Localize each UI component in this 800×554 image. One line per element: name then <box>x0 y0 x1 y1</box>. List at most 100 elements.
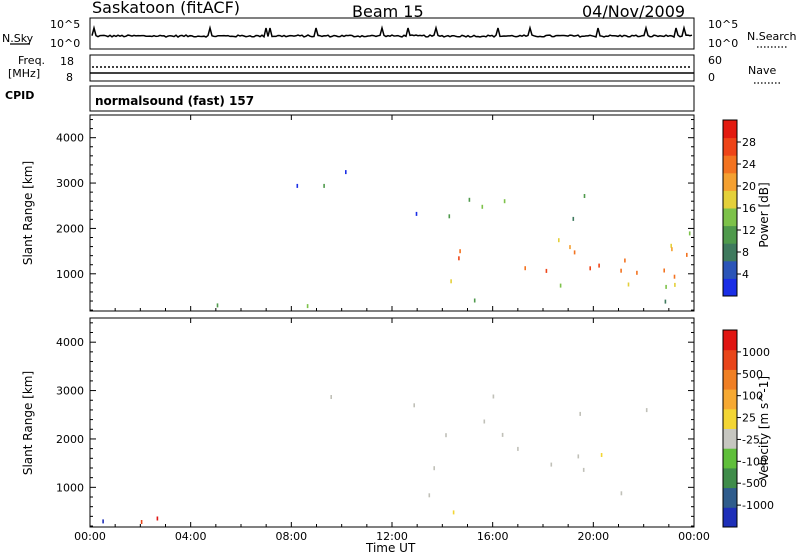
y-tick-label: 1000 <box>56 268 84 281</box>
scatter-cell <box>665 284 667 289</box>
scatter-cell <box>636 270 638 275</box>
freq-left-tick-high: 18 <box>60 55 74 68</box>
noise-search-label: N.Search <box>747 30 797 43</box>
freq-left-tick-low: 8 <box>66 71 73 84</box>
x-tick-label: 08:00 <box>275 530 307 543</box>
noise-panel: N.Sky 10^5 10^0 10^5 10^0 N.Search <box>2 17 797 50</box>
power-scatter-layer <box>216 170 691 309</box>
scatter-cell <box>624 258 626 263</box>
scatter-cell <box>459 249 461 254</box>
scatter-cell <box>501 432 504 437</box>
velocity-panel-frame <box>89 317 695 528</box>
scatter-cell <box>600 453 603 457</box>
y-tick-label: 4000 <box>56 132 84 145</box>
x-tick-label: 00:00 <box>74 530 106 543</box>
colorbar-swatch <box>723 155 737 174</box>
scatter-cell <box>664 299 667 304</box>
x-tick-label: 04:00 <box>175 530 207 543</box>
power-y-label: Slant Range [km] <box>21 161 35 265</box>
x-tick-label: 16:00 <box>477 530 509 543</box>
scatter-cell <box>481 204 484 209</box>
velocity-y-label: Slant Range [km] <box>21 371 35 475</box>
scatter-cell <box>296 183 299 188</box>
scatter-cell <box>458 256 460 261</box>
scatter-cell <box>503 199 506 204</box>
scatter-cell <box>102 519 104 524</box>
scatter-cell <box>583 194 586 198</box>
x-axis-label: Time UT <box>365 541 416 554</box>
colorbar-swatch <box>723 448 737 469</box>
scatter-cell <box>620 491 623 496</box>
noise-left-tick-high: 10^5 <box>50 18 80 31</box>
scatter-cell <box>450 279 452 284</box>
velocity-y-axis: 1000 2000 3000 4000 <box>56 322 694 527</box>
colorbar-tick-label: 25 <box>742 412 756 425</box>
colorbar-swatch <box>723 190 737 209</box>
colorbar-tick-label: 8 <box>742 246 749 259</box>
velocity-scatter-layer <box>102 394 648 524</box>
scatter-cell <box>573 250 576 255</box>
scatter-cell <box>670 243 672 248</box>
power-panel-frame <box>89 114 695 312</box>
scatter-cell <box>517 446 519 451</box>
y-tick-label: 3000 <box>56 385 84 398</box>
cpid-label: CPID <box>5 89 34 102</box>
scatter-cell <box>663 268 665 273</box>
scatter-cell <box>452 510 455 515</box>
scatter-cell <box>140 520 143 524</box>
scatter-cell <box>468 197 471 202</box>
colorbar-swatch <box>723 137 737 156</box>
scatter-cell <box>569 245 571 250</box>
noise-right-tick-high: 10^5 <box>708 18 738 31</box>
colorbar-swatch <box>723 243 737 262</box>
x-tick-label: 20:00 <box>577 530 609 543</box>
scatter-cell <box>674 282 676 287</box>
x-tick-label: 00:00 <box>678 530 710 543</box>
scatter-cell <box>323 183 325 188</box>
nave-label: Nave <box>748 64 776 77</box>
beam-title: Beam 15 <box>352 2 424 21</box>
scatter-cell <box>445 433 447 438</box>
power-colorbar-label: Power [dB] <box>757 182 771 247</box>
scatter-cell <box>645 408 648 413</box>
velocity-colorbar-label: Velocity [m s^-1] <box>757 376 771 480</box>
colorbar-swatch <box>723 330 737 351</box>
scatter-cell <box>524 266 526 271</box>
time-axis: 00:00 04:00 08:00 12:00 16:00 20:00 00:00 <box>74 115 710 543</box>
power-y-axis: 1000 2000 3000 4000 <box>56 119 694 311</box>
scatter-cell <box>428 493 431 498</box>
colorbar-swatch <box>723 487 737 508</box>
freq-label-1: Freq. <box>18 54 45 67</box>
colorbar-swatch <box>723 225 737 244</box>
scatter-cell <box>577 454 580 459</box>
colorbar-swatch <box>723 507 737 528</box>
colorbar-swatch <box>723 172 737 191</box>
scatter-cell <box>433 466 435 471</box>
scatter-cell <box>306 304 309 309</box>
noise-right-tick-low: 10^0 <box>708 37 738 50</box>
scatter-cell <box>686 252 688 257</box>
scatter-cell <box>415 211 418 216</box>
colorbar-tick-label: 1000 <box>742 346 770 359</box>
y-tick-label: 4000 <box>56 336 84 349</box>
cpid-text: normalsound (fast) 157 <box>95 94 254 108</box>
colorbar-swatch <box>723 369 737 390</box>
colorbar-swatch <box>723 260 737 279</box>
y-tick-label: 2000 <box>56 433 84 446</box>
scatter-cell <box>345 170 347 175</box>
power-panel: 1000 2000 3000 4000 Slant Range [km] <box>21 114 695 312</box>
colorbar-swatch <box>723 389 737 410</box>
scatter-cell <box>492 394 495 399</box>
scatter-cell <box>598 263 600 268</box>
colorbar-swatch <box>723 349 737 370</box>
scatter-cell <box>559 283 562 288</box>
colorbar-swatch <box>723 428 737 449</box>
colorbar-tick-label: 28 <box>742 136 756 149</box>
colorbar-tick-label: -1000 <box>742 499 774 512</box>
scatter-cell <box>448 214 451 219</box>
scatter-cell <box>582 467 585 472</box>
cpid-panel-frame <box>89 85 695 112</box>
colorbar-tick-label: 4 <box>742 268 749 281</box>
scatter-cell <box>483 419 486 424</box>
scatter-cell <box>413 403 415 408</box>
